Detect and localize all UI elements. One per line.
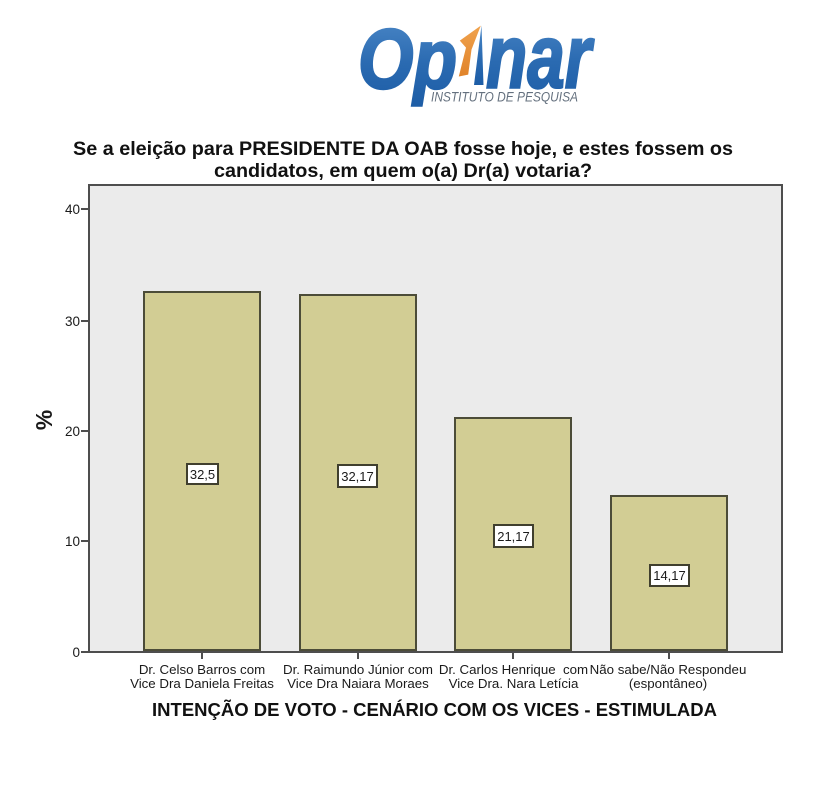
svg-text:INSTITUTO DE PESQUISA: INSTITUTO DE PESQUISA — [431, 89, 578, 105]
svg-text:Op: Op — [358, 18, 457, 106]
svg-text:nar: nar — [486, 18, 595, 108]
